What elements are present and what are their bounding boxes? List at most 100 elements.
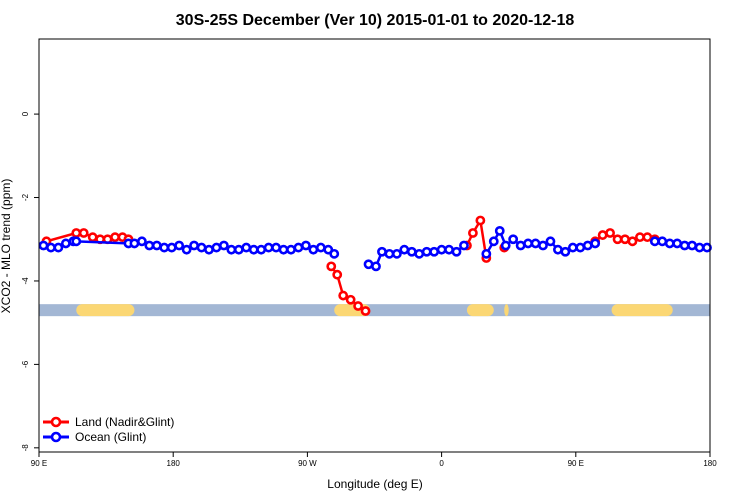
x-tick-label: 90 E <box>31 459 47 468</box>
ocean-data-point <box>444 244 454 255</box>
ocean-data-point <box>515 240 526 251</box>
land-band-span <box>466 304 494 317</box>
ocean-data-point <box>406 246 417 257</box>
ocean-data-point <box>196 242 207 253</box>
ocean-data-point <box>488 236 499 247</box>
ocean-data-point <box>263 242 274 253</box>
ocean-data-point <box>53 242 64 253</box>
ocean-data-point <box>649 236 660 247</box>
legend-label-land: Land (Nadir&Glint) <box>75 415 174 429</box>
y-tick-label: -6 <box>21 360 30 368</box>
chart-title: 30S-25S December (Ver 10) 2015-01-01 to … <box>176 12 575 29</box>
ocean-data-point <box>363 259 374 270</box>
land-data-point <box>360 306 371 316</box>
land-data-point <box>78 228 89 238</box>
land-data-point <box>620 234 630 245</box>
ocean-data-point <box>436 244 447 255</box>
y-tick-label: -8 <box>21 444 30 452</box>
legend: Land (Nadir&Glint) Ocean (Glint) <box>43 415 174 444</box>
ocean-data-point <box>71 236 82 247</box>
ocean-data-point <box>377 246 387 257</box>
ocean-data-point <box>218 240 229 251</box>
land-band-span <box>504 304 509 317</box>
ocean-data-point <box>293 242 304 253</box>
ocean-data-point <box>248 244 259 255</box>
ocean-data-point <box>508 234 519 245</box>
ocean-data-point <box>560 246 571 257</box>
legend-marker-ocean <box>50 431 62 443</box>
ocean-data-point <box>545 236 556 247</box>
ocean-data-point <box>181 244 192 255</box>
ocean-data-point <box>204 244 214 255</box>
land-data-point <box>635 232 645 243</box>
ocean-data-point <box>286 244 296 255</box>
ocean-data-point <box>329 248 340 259</box>
ocean-data-point <box>151 240 162 251</box>
ocean-data-point <box>233 244 244 255</box>
x-tick-label: 90 W <box>298 459 317 468</box>
ocean-data-point <box>211 242 222 253</box>
ocean-data-point <box>399 244 410 255</box>
ocean-data-point <box>494 225 505 236</box>
land-band-span <box>76 304 135 317</box>
y-axis-label: XCO2 - MLO trend (ppm) <box>0 179 13 314</box>
ocean-data-point <box>500 240 511 251</box>
ocean-data-point <box>278 244 289 255</box>
ocean-data-point <box>657 236 668 247</box>
ocean-data-point <box>702 242 712 253</box>
ocean-data-point <box>451 246 462 257</box>
ocean-band <box>39 304 710 317</box>
land-data-point <box>71 228 82 238</box>
ocean-data-point <box>582 240 593 251</box>
ocean-data-point <box>174 240 185 251</box>
ocean-data-point <box>538 240 548 251</box>
land-data-point <box>338 290 349 301</box>
land-data-point <box>605 228 615 238</box>
ocean-data-point <box>46 242 56 253</box>
x-tick-label: 180 <box>167 459 181 468</box>
ocean-data-point <box>530 238 541 249</box>
ocean-data-point <box>567 242 578 253</box>
ocean-data-point <box>429 246 440 257</box>
ocean-data-point <box>144 240 155 251</box>
ocean-data-point <box>679 240 690 251</box>
ocean-data-point <box>414 248 425 259</box>
land-data-point <box>642 232 653 243</box>
land-ocean-band <box>39 304 710 317</box>
land-data-point <box>345 294 356 305</box>
ocean-data-point <box>459 240 469 251</box>
land-data-point <box>326 261 337 272</box>
ocean-data-point <box>136 236 147 247</box>
ocean-data-point <box>384 248 395 259</box>
ocean-data-point <box>60 238 71 249</box>
ocean-data-point <box>315 242 326 253</box>
land-data-point <box>597 230 608 240</box>
ocean-data-point <box>129 238 140 249</box>
land-data-point <box>353 301 363 311</box>
x-axis: 90 E 180 90 W 0 90 E 180 <box>31 452 717 468</box>
x-tick-label: 90 E <box>568 459 584 468</box>
y-tick-label: -2 <box>21 193 30 201</box>
land-series-line <box>465 219 488 259</box>
plot-frame <box>38 38 711 453</box>
ocean-data-point <box>159 242 170 253</box>
x-tick-label: 180 <box>703 459 717 468</box>
ocean-data-point <box>687 240 698 251</box>
ocean-data-point <box>421 246 432 257</box>
legend-label-ocean: Ocean (Glint) <box>75 430 146 444</box>
land-data-point <box>475 215 486 226</box>
ocean-data-point <box>256 244 267 255</box>
land-data-point <box>468 228 478 238</box>
ocean-data-point <box>166 242 177 253</box>
ocean-data-point <box>301 240 311 251</box>
legend-marker-land <box>50 416 62 428</box>
ocean-data-point <box>38 240 49 251</box>
land-data-point <box>612 234 623 245</box>
y-tick-label: 0 <box>21 111 30 116</box>
y-tick-label: -4 <box>21 277 30 285</box>
ocean-data-point <box>590 238 601 249</box>
land-band-span <box>611 304 673 317</box>
ocean-data-point <box>575 242 586 253</box>
ocean-data-point <box>189 240 199 251</box>
